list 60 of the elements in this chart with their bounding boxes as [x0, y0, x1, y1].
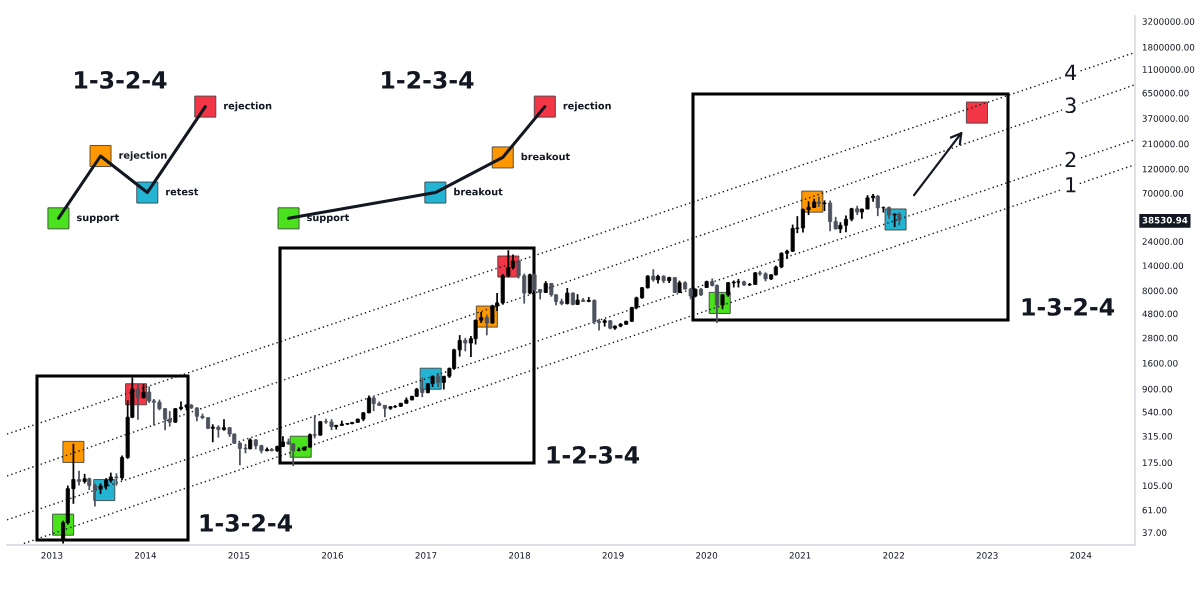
annotation: support	[307, 214, 350, 224]
y-tick-label: 175.00	[1142, 459, 1172, 467]
annotation: support	[77, 214, 120, 224]
y-tick-label: 315.00	[1142, 432, 1172, 440]
y-tick-label: 210000.00	[1142, 140, 1189, 148]
y-tick-label: 3200000.00	[1142, 18, 1195, 25]
annotation: rejection	[224, 101, 272, 112]
y-tick-label: 61.00	[1142, 506, 1167, 514]
y-tick-label: 14000.00	[1142, 262, 1184, 269]
annotation: 1-3-2-4	[200, 513, 293, 532]
x-tick-label: 2024	[1070, 552, 1092, 559]
annotation: 1-2-3-4	[382, 70, 474, 89]
y-tick-label: 8000.00	[1142, 287, 1178, 295]
x-tick-label: 2023	[976, 552, 998, 559]
y-tick-label: 2800.00	[1142, 334, 1178, 342]
annotation: rejection	[563, 101, 611, 112]
y-tick-label: 1100000.00	[1142, 66, 1195, 73]
candlestick	[312, 414, 317, 440]
y-tick-label: 1600.00	[1142, 359, 1178, 367]
annotation: 1-2-3-4	[547, 445, 640, 464]
y-tick-label: 70000.00	[1142, 190, 1184, 197]
candlestick	[420, 376, 425, 399]
series-label: 1	[1066, 177, 1076, 193]
annotation: 1-3-2-4	[1022, 297, 1115, 316]
y-tick-label: 38530.94	[1142, 216, 1188, 224]
annotation: breakout	[454, 187, 503, 196]
x-tick-label: 2018	[509, 552, 531, 559]
x-tick-label: 2014	[134, 552, 157, 559]
y-tick-label: 650000.00	[1142, 89, 1189, 97]
x-tick-label: 2015	[228, 552, 250, 559]
x-tick-label: 2013	[41, 552, 63, 559]
x-tick-label: 2021	[789, 552, 811, 559]
candlestick	[135, 383, 140, 421]
series-label: 3	[1065, 97, 1076, 114]
annotation: retest	[166, 188, 199, 196]
candlestick	[76, 469, 82, 487]
series-label: 2	[1065, 151, 1076, 168]
x-tick-label: 2019	[602, 552, 624, 559]
candlestick	[714, 283, 719, 324]
annotation: breakout	[521, 152, 570, 161]
annotation: rejection	[119, 151, 167, 161]
candlestick	[484, 313, 489, 337]
y-tick-label: 120000.00	[1142, 165, 1189, 173]
y-tick-label: 4800.00	[1142, 310, 1178, 318]
x-tick-label: 2022	[883, 552, 904, 559]
x-tick-label: 2020	[696, 552, 718, 559]
annotation: 1-3-2-4	[75, 70, 167, 89]
series-label: 4	[1065, 64, 1077, 80]
y-tick-label: 370000.00	[1142, 115, 1189, 122]
y-tick-label: 37.00	[1142, 529, 1167, 536]
candlestick	[221, 418, 227, 432]
y-tick-label: 105.00	[1142, 482, 1172, 490]
x-tick-label: 2016	[322, 552, 344, 559]
candlestick	[210, 423, 215, 444]
y-tick-label: 900.00	[1142, 385, 1172, 393]
y-tick-label: 24000.00	[1142, 238, 1184, 245]
y-tick-label: 1800000.00	[1142, 44, 1195, 51]
candlestick	[875, 194, 880, 218]
x-tick-label: 2017	[415, 552, 437, 559]
y-tick-label: 540.00	[1142, 408, 1172, 416]
